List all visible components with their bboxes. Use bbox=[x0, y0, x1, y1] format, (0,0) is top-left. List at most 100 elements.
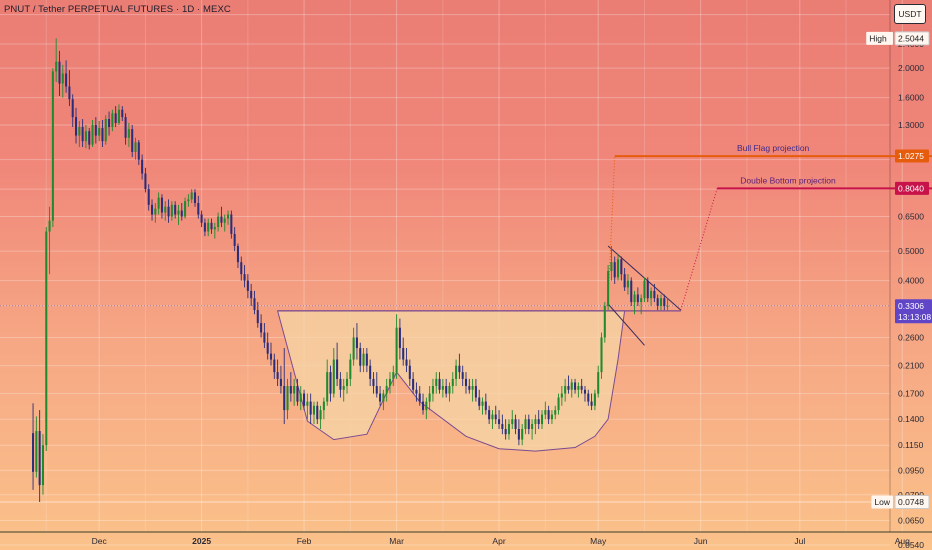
candle-body bbox=[88, 131, 91, 145]
candle bbox=[250, 283, 253, 307]
candle-body bbox=[345, 378, 349, 387]
candle bbox=[491, 410, 494, 430]
candle bbox=[455, 359, 458, 387]
candle bbox=[633, 290, 636, 315]
candle-body bbox=[405, 359, 408, 366]
double-bottom-projection-label: Double Bottom projection bbox=[740, 175, 836, 185]
candle bbox=[41, 434, 44, 495]
candle bbox=[124, 113, 127, 145]
candle-body bbox=[464, 378, 468, 387]
candle-body bbox=[402, 348, 405, 360]
candle bbox=[154, 203, 157, 223]
candle bbox=[474, 378, 477, 402]
candle-body bbox=[48, 220, 51, 232]
candle bbox=[445, 378, 448, 398]
candle-body bbox=[121, 109, 124, 118]
candles bbox=[32, 38, 669, 502]
candle bbox=[101, 120, 104, 148]
candle bbox=[98, 120, 101, 142]
candle-body bbox=[299, 393, 302, 402]
currency-button[interactable]: USDT bbox=[894, 4, 926, 24]
candle bbox=[570, 378, 573, 398]
candle-body bbox=[45, 231, 48, 446]
candle-body bbox=[663, 298, 666, 307]
candle-body bbox=[303, 393, 306, 406]
candle-body bbox=[471, 386, 474, 390]
candle bbox=[236, 243, 239, 269]
candle-body bbox=[180, 210, 183, 217]
candle-body bbox=[431, 386, 434, 394]
candle bbox=[666, 298, 669, 311]
low-marker-value: 0.0748 bbox=[898, 497, 924, 507]
candle bbox=[498, 410, 501, 430]
bull-flag-projection-label: Bull Flag projection bbox=[737, 143, 810, 153]
candle-body bbox=[415, 389, 418, 394]
candle bbox=[554, 405, 557, 420]
candle-body bbox=[322, 401, 325, 411]
high-marker-box bbox=[894, 31, 930, 46]
candle bbox=[468, 378, 471, 394]
candle bbox=[550, 410, 553, 425]
candle-body bbox=[127, 129, 130, 138]
candle bbox=[203, 218, 206, 237]
candle-body bbox=[137, 142, 140, 160]
candle bbox=[293, 378, 296, 406]
candle-body bbox=[623, 274, 626, 288]
candle-body bbox=[108, 119, 111, 128]
candle bbox=[464, 372, 468, 394]
candle bbox=[322, 397, 325, 420]
candle bbox=[117, 104, 121, 125]
y-tick-label: 0.0950 bbox=[898, 465, 924, 475]
candle bbox=[362, 348, 365, 373]
candle bbox=[560, 386, 563, 406]
candle-body bbox=[316, 405, 319, 420]
candle-body bbox=[177, 210, 180, 215]
y-tick-label: 0.0650 bbox=[898, 516, 924, 526]
candle-body bbox=[640, 298, 643, 303]
countdown-timer: 13:13:08 bbox=[898, 312, 931, 322]
x-tick-label: Mar bbox=[389, 536, 404, 546]
candle bbox=[597, 365, 600, 398]
candle bbox=[193, 189, 197, 207]
candle-body bbox=[369, 365, 372, 379]
candle-body bbox=[458, 365, 461, 373]
x-tick-label: Jul bbox=[794, 536, 805, 546]
candle bbox=[253, 290, 256, 315]
candle bbox=[127, 122, 130, 148]
candle-body bbox=[170, 204, 173, 217]
candle bbox=[151, 199, 154, 221]
candle-body bbox=[151, 204, 154, 215]
candle bbox=[55, 38, 58, 83]
candle-body bbox=[253, 298, 256, 311]
candle-body bbox=[590, 401, 593, 406]
candle bbox=[131, 124, 134, 158]
candle-body bbox=[412, 378, 415, 390]
candle bbox=[200, 210, 203, 228]
candle-body bbox=[610, 262, 613, 272]
candle-body bbox=[117, 109, 121, 123]
candle bbox=[108, 111, 111, 136]
candle-body bbox=[131, 129, 134, 152]
candle-body bbox=[597, 372, 600, 394]
candle-body bbox=[540, 414, 544, 425]
candle bbox=[435, 372, 438, 394]
candle bbox=[180, 203, 183, 221]
y-tick-label: 0.0540 bbox=[898, 540, 924, 550]
candle bbox=[388, 372, 392, 394]
candle-body bbox=[461, 372, 464, 379]
candle-body bbox=[441, 386, 444, 390]
candle bbox=[88, 128, 91, 150]
candle-body bbox=[98, 128, 101, 136]
candle-body bbox=[359, 348, 362, 366]
candle-body bbox=[379, 393, 382, 402]
candle bbox=[557, 393, 560, 415]
candle-body bbox=[643, 280, 646, 299]
candle-body bbox=[557, 397, 560, 411]
candle bbox=[51, 68, 54, 228]
candle bbox=[524, 414, 527, 435]
candle bbox=[114, 106, 117, 128]
price-axis[interactable]: 3.00002.40002.00001.60001.30001.00000.80… bbox=[92, 10, 932, 550]
